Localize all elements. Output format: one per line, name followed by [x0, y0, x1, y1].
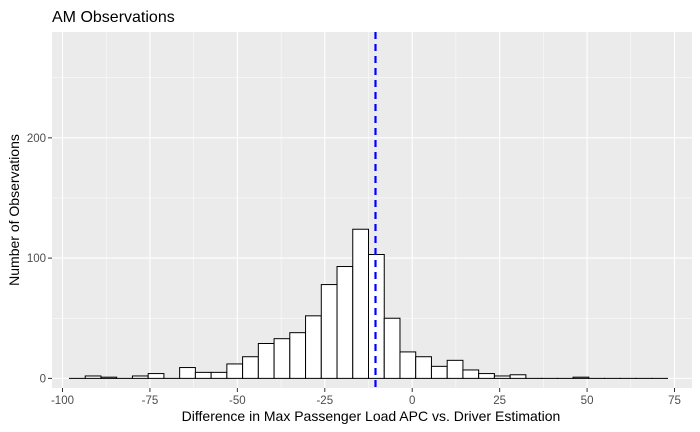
chart-title: AM Observations — [52, 9, 175, 26]
histogram-bar — [131, 375, 149, 379]
histogram-bar — [194, 371, 212, 379]
histogram-bar — [462, 369, 480, 379]
x-tick-label: 50 — [581, 395, 594, 407]
x-tick-label: -75 — [142, 395, 159, 407]
histogram-bar — [572, 376, 590, 379]
histogram-bar — [478, 373, 495, 379]
histogram-bar — [179, 367, 196, 379]
histogram-bar — [289, 332, 307, 379]
histogram-bar — [352, 228, 370, 379]
histogram-bar — [257, 343, 275, 379]
x-axis-title: Difference in Max Passenger Load APC vs.… — [182, 408, 561, 424]
x-axis: -100 -75 -50 -25 0 25 50 75 — [51, 388, 681, 407]
x-tick-label: 0 — [409, 395, 415, 407]
y-tick-label: 200 — [27, 133, 46, 145]
histogram-bar — [273, 338, 291, 379]
histogram-bars — [68, 228, 669, 379]
histogram-bar — [226, 363, 244, 379]
x-tick-label: -100 — [51, 395, 74, 407]
histogram-bar — [493, 375, 511, 379]
histogram-bar — [415, 356, 432, 379]
histogram-bar — [147, 373, 165, 379]
y-axis: 0 100 200 — [27, 133, 52, 385]
histogram-bar — [336, 266, 354, 379]
histogram-bar — [446, 359, 464, 379]
histogram-bar — [509, 374, 527, 379]
histogram-bar — [84, 375, 102, 379]
y-tick-label: 100 — [27, 253, 46, 265]
y-axis-title: Number of Observations — [6, 134, 22, 286]
x-tick-label: 75 — [668, 395, 681, 407]
minor-gridlines — [52, 32, 692, 388]
histogram-bar — [383, 317, 401, 379]
histogram-bar — [242, 356, 259, 379]
histogram-bar — [210, 371, 228, 379]
histogram-bar — [399, 351, 417, 379]
x-tick-label: 25 — [493, 395, 506, 407]
histogram-bar — [430, 365, 448, 379]
y-tick-label: 0 — [40, 373, 46, 385]
histogram-bar — [100, 376, 118, 379]
histogram-bar — [320, 284, 338, 379]
x-tick-label: -50 — [229, 395, 246, 407]
x-tick-label: -25 — [316, 395, 333, 407]
histogram-bar — [305, 315, 322, 379]
